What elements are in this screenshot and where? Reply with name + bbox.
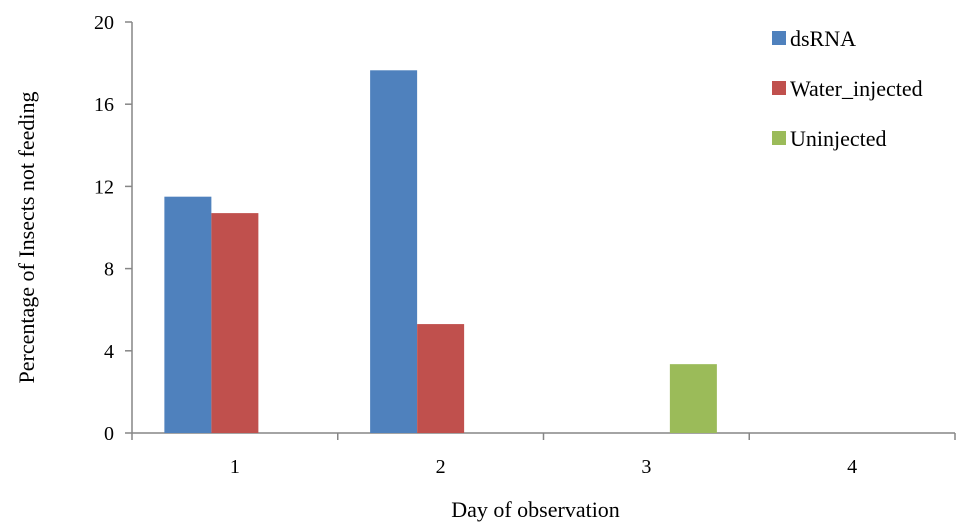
legend-label: Uninjected [790,126,887,151]
x-tick-label: 4 [847,456,857,478]
y-tick-label: 8 [104,259,114,281]
x-axis-title: Day of observation [451,497,620,522]
legend-swatch-dsrna [772,31,786,45]
x-tick-label: 2 [436,456,446,478]
y-tick-label: 0 [104,423,114,445]
legend: dsRNA Water_injected Uninjected [772,26,923,151]
bar-dsrna-day-1 [164,196,212,433]
bar-dsrna-day-2 [370,70,418,433]
y-tick-label: 12 [94,176,114,198]
y-tick-label: 20 [94,12,114,34]
legend-swatch-uninjected [772,131,786,145]
bars [164,70,717,433]
y-tick-label: 4 [104,341,114,363]
y-axis-title: Percentage of Insects not feeding [14,92,39,384]
y-tick-label: 16 [94,94,114,116]
x-tick-label: 1 [230,456,240,478]
bar-water-injected-day-1 [211,213,259,433]
x-axis-ticks: 1 2 3 4 [131,433,956,478]
legend-label: Water_injected [790,76,923,101]
x-tick-label: 3 [641,456,651,478]
legend-label: dsRNA [790,26,856,51]
bar-uninjected-day-3 [669,364,717,433]
y-axis-ticks: 0 4 8 12 16 20 [94,12,132,445]
legend-swatch-water-injected [772,81,786,95]
bar-water-injected-day-2 [417,324,465,433]
